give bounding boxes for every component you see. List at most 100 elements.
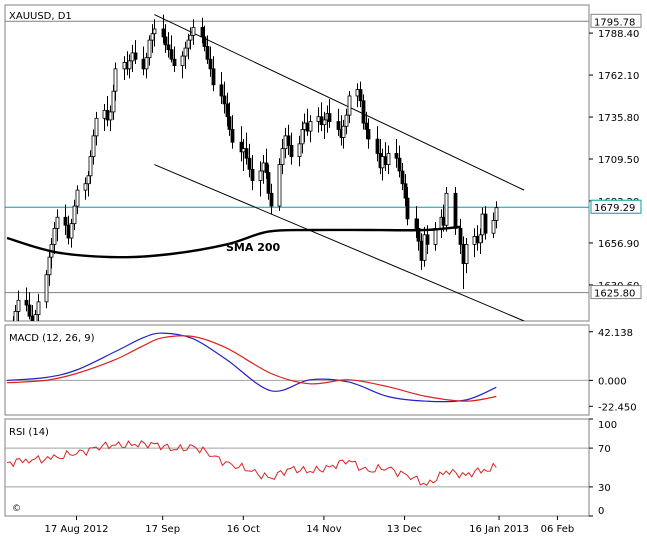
macd-axis: 42.138 0.000 -22.450 <box>589 328 637 413</box>
candle <box>491 212 496 239</box>
price-tick-label: 1656.90 <box>598 239 639 250</box>
candle <box>152 19 157 47</box>
rsi-title: RSI (14) <box>9 427 49 438</box>
candle <box>222 81 227 114</box>
candle <box>133 40 138 65</box>
time-axis: 17 Aug 2012 17 Sep 16 Oct 14 Nov 13 Dec 16 Ja… <box>44 516 574 535</box>
candle <box>269 183 274 215</box>
rsi-tick-label: 30 <box>598 483 611 494</box>
macd-tick-label: 0.000 <box>598 376 627 387</box>
candle <box>166 32 171 58</box>
candle <box>147 35 152 66</box>
main-horizontal-lines <box>5 20 589 294</box>
candle <box>144 52 149 79</box>
candle <box>127 54 132 79</box>
candle <box>444 186 449 232</box>
time-tick-label: 17 Aug 2012 <box>44 524 108 535</box>
candle <box>230 115 235 149</box>
price-tick-label: 1709.50 <box>598 155 639 166</box>
candle <box>113 62 118 101</box>
candle <box>88 150 93 184</box>
candle <box>308 115 313 143</box>
candle <box>94 111 99 146</box>
price-tag-label: 1795.78 <box>594 17 635 28</box>
price-tag-box <box>590 285 642 300</box>
candle <box>483 206 488 240</box>
main-chart-title: XAUUSD, D1 <box>9 11 72 22</box>
candle <box>16 290 21 321</box>
candle <box>244 132 249 165</box>
candle <box>464 238 469 274</box>
rsi-tick-label: 70 <box>598 444 611 455</box>
candle <box>344 108 349 135</box>
candle <box>27 292 32 320</box>
candle <box>397 145 402 178</box>
candle <box>394 139 399 168</box>
candle <box>208 46 213 77</box>
candle <box>322 111 327 140</box>
candle <box>416 218 421 251</box>
time-tick-label: 14 Nov <box>306 524 342 535</box>
copyright-icon: © <box>12 504 21 514</box>
price-tick-label: 1735.80 <box>598 113 639 124</box>
candle <box>52 222 57 254</box>
candle <box>458 218 463 254</box>
candle <box>400 163 405 191</box>
candle <box>188 27 193 50</box>
candle <box>205 35 210 65</box>
sma-line <box>6 225 461 259</box>
candle <box>227 102 232 136</box>
trend-lines <box>154 14 525 321</box>
candle <box>111 84 116 120</box>
macd-tick-label: -22.450 <box>598 402 637 413</box>
candle <box>494 201 499 229</box>
candle <box>72 199 77 231</box>
candle <box>297 135 302 167</box>
candle <box>266 164 271 200</box>
price-tag-box <box>590 199 642 214</box>
time-tick-label: 16 Jan 2013 <box>469 524 529 535</box>
candle <box>55 209 60 242</box>
price-tick-label: 1788.40 <box>598 29 639 40</box>
macd-lines <box>5 332 589 403</box>
candle <box>280 139 285 175</box>
candlesticks <box>13 14 499 321</box>
candle <box>30 305 35 321</box>
macd-title: MACD (12, 26, 9) <box>9 333 95 344</box>
rsi-lines <box>5 440 589 488</box>
candle <box>366 118 371 149</box>
candle <box>219 72 224 104</box>
macd-series-macd <box>6 332 497 403</box>
sma-200-label: SMA 200 <box>226 241 281 254</box>
candle <box>361 94 366 130</box>
candle <box>277 158 282 211</box>
candle <box>13 305 18 321</box>
candle <box>69 218 74 248</box>
rsi-axis: 100 70 30 0 <box>589 418 617 517</box>
candle <box>191 19 196 45</box>
candle <box>44 269 49 309</box>
candle <box>422 226 427 267</box>
candle <box>75 185 80 215</box>
price-tag-label: 1679.29 <box>594 203 635 214</box>
candle <box>211 56 216 92</box>
candle <box>172 46 177 73</box>
candle <box>36 293 41 321</box>
price-tick-label: 1762.10 <box>598 71 639 82</box>
time-tick-label: 17 Sep <box>145 524 180 535</box>
candle <box>24 287 29 312</box>
candle <box>183 41 188 69</box>
time-tick-label: 16 Oct <box>227 524 260 535</box>
candle <box>91 129 96 165</box>
candle <box>405 186 410 226</box>
price-tag-label: 1625.80 <box>594 289 635 300</box>
candle <box>108 105 113 132</box>
candle <box>327 99 332 128</box>
rsi-tick-label: 0 <box>598 506 604 517</box>
macd-panel-frame <box>4 324 590 416</box>
candle <box>250 155 255 191</box>
time-tick-label: 06 Feb <box>541 524 575 535</box>
main-panel-frame <box>4 4 590 322</box>
time-tick-label: 13 Dec <box>387 524 422 535</box>
